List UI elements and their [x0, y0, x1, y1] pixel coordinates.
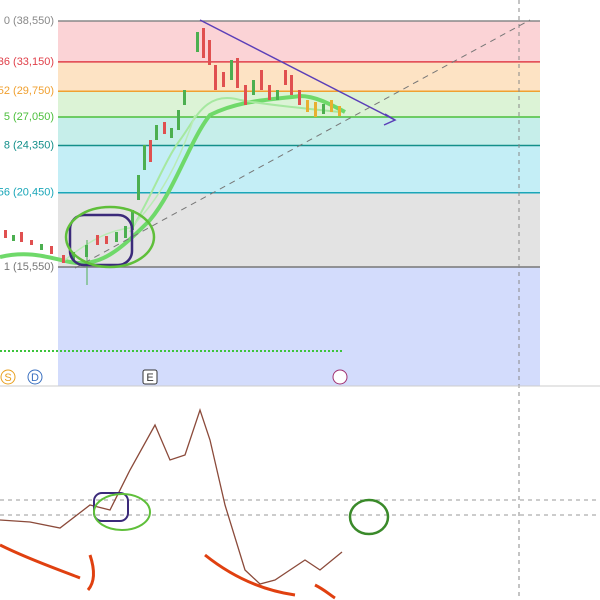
marker-label: S	[4, 372, 11, 384]
marker-icon	[27, 369, 43, 385]
marker-icon	[332, 369, 348, 385]
fib-band	[58, 21, 540, 62]
label-bg	[0, 84, 56, 99]
label-bg	[0, 14, 56, 28]
label-bg	[0, 54, 56, 69]
fib-level-label: 8 (24,350)	[4, 139, 54, 151]
moving-average	[129, 97, 341, 233]
fib-level-label: 5 (27,050)	[4, 111, 54, 123]
annotation-arrow	[204, 553, 296, 597]
highlight-circle	[93, 493, 151, 531]
label-bg	[0, 109, 56, 124]
marker-icon	[0, 369, 16, 385]
annotation-arrow	[314, 583, 336, 600]
highlight-circle	[348, 498, 390, 536]
fib-level-label: 0 (38,550)	[4, 15, 54, 27]
annotation-arrow	[86, 554, 95, 591]
highlight-circle	[64, 205, 156, 269]
support-line	[74, 19, 531, 269]
highlight-box	[68, 213, 134, 267]
fib-band	[58, 145, 540, 193]
fib-level-label: 52 (29,750)	[0, 85, 54, 97]
annotation-arrow	[0, 543, 81, 580]
fib-level-label: 36 (33,150)	[0, 56, 54, 68]
marker-icon	[142, 369, 158, 385]
marker-label: E	[146, 372, 153, 384]
fib-band	[58, 267, 540, 386]
fib-band	[58, 116, 540, 146]
candles	[4, 28, 341, 285]
trend-line	[199, 19, 396, 121]
marker-label: D	[31, 372, 39, 384]
fib-band	[58, 61, 540, 92]
fib-level-label: 56 (20,450)	[0, 187, 54, 199]
label-bg	[0, 138, 56, 153]
oscillator	[0, 407, 343, 585]
fib-bands	[58, 21, 540, 386]
arrow-head	[383, 113, 397, 126]
fib-level-label: 1 (15,550)	[4, 261, 54, 273]
label-bg	[0, 260, 56, 274]
label-bg	[0, 185, 56, 200]
